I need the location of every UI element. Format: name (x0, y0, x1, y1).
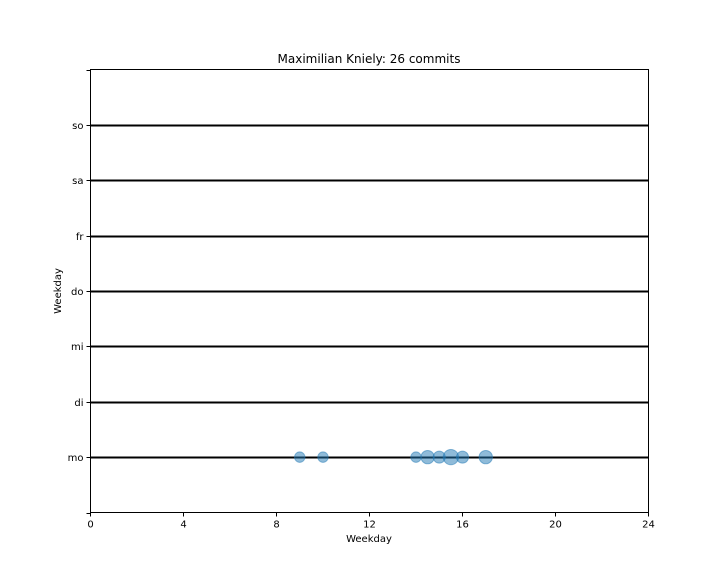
x-tick-label: 8 (273, 520, 279, 531)
data-point (420, 449, 435, 465)
y-tick-label: so (72, 121, 83, 132)
y-tick-label: sa (72, 176, 83, 187)
x-tick-label: 20 (549, 520, 562, 531)
chart-title: Maximilian Kniely: 26 commits (278, 52, 461, 66)
x-axis-label: Weekday (346, 534, 392, 545)
gridlines (90, 124, 649, 459)
data-point (455, 450, 470, 464)
x-tick-label: 4 (180, 520, 186, 531)
data-points (294, 448, 493, 466)
x-tick-label: 24 (642, 520, 655, 531)
y-tick-label: mi (71, 342, 84, 353)
data-point (317, 451, 329, 463)
y-axis-label: Weekday (53, 268, 64, 314)
data-point (294, 451, 306, 463)
x-tick-label: 16 (456, 520, 469, 531)
y-axis-ticks: mo di mi do fr sa so (68, 70, 91, 514)
x-tick-label: 0 (87, 520, 93, 531)
x-axis-ticks: 0 4 8 12 16 20 24 (87, 512, 655, 531)
x-tick-label: 12 (363, 520, 376, 531)
y-tick-label: di (74, 398, 83, 409)
data-point (410, 451, 422, 463)
data-point (478, 449, 493, 465)
y-tick-label: mo (68, 453, 84, 464)
y-tick-label: do (71, 287, 83, 298)
y-tick-label: fr (76, 232, 85, 243)
